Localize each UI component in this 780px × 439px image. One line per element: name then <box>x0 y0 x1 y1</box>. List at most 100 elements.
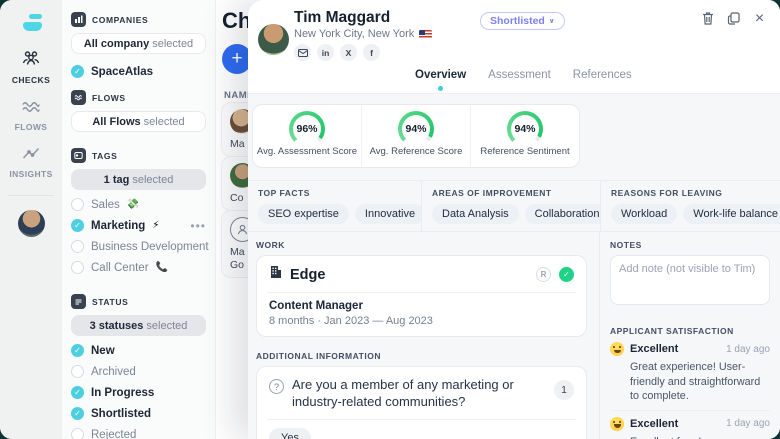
modal-body: 96% Avg. Assessment Score 94% Avg. Refer… <box>248 94 780 439</box>
additional-info-card: ? Are you a member of any marketing or i… <box>256 366 587 439</box>
candidate-avatar <box>258 24 289 55</box>
checkbox-icon <box>71 386 84 399</box>
filter-tag-marketing[interactable]: Marketing ⚡ ••• <box>71 215 206 236</box>
note-input[interactable] <box>610 255 770 305</box>
checkbox-icon <box>71 240 84 253</box>
filter-status-in-progress[interactable]: In Progress <box>71 382 206 403</box>
building-icon <box>269 265 282 284</box>
reasons-for-leaving-group: REASONS FOR LEAVING Workload Work-life b… <box>600 181 780 231</box>
linkedin-icon[interactable]: in <box>317 44 334 61</box>
modal-actions: × <box>699 10 768 27</box>
status-section-header: STATUS <box>71 294 206 309</box>
checkbox-icon <box>71 198 84 211</box>
fact-pill: Data Analysis <box>432 204 519 224</box>
satisfaction-section-title: APPLICANT SATISFACTION <box>610 326 734 336</box>
answer-pill: Yes <box>269 428 311 439</box>
checkbox-icon <box>71 344 84 357</box>
gauge-ring: 96% <box>289 111 325 147</box>
filter-tag-sales[interactable]: Sales 💸 <box>71 194 206 215</box>
flows-section-header: FLOWS <box>71 90 206 105</box>
checkbox-icon <box>71 261 84 274</box>
question-row[interactable]: ? Are you a member of any marketing or i… <box>269 376 574 410</box>
filter-tag-call-center[interactable]: Call Center 📞 <box>71 257 206 278</box>
filter-status-archived[interactable]: Archived <box>71 361 206 382</box>
add-check-button[interactable]: + <box>222 44 252 74</box>
notes-column: NOTES APPLICANT SATISFACTION Excellent 1… <box>600 232 780 439</box>
status-badge-dropdown[interactable]: Shortlisted ∨ <box>480 12 565 30</box>
tags-icon <box>71 148 86 163</box>
verified-check-icon: ✓ <box>559 267 574 282</box>
user-avatar[interactable] <box>17 210 45 237</box>
tag-options-icon[interactable]: ••• <box>190 218 206 233</box>
filter-tag-business-development[interactable]: Business Development 👋 <box>71 236 209 257</box>
delete-icon[interactable] <box>699 10 716 27</box>
tags-section-header: TAGS <box>71 148 206 163</box>
lightning-emoji-icon: ⚡ <box>152 220 160 231</box>
gauge-ring: 94% <box>398 111 434 147</box>
companies-section-header: COMPANIES <box>71 12 206 27</box>
filter-status-shortlisted[interactable]: Shortlisted <box>71 403 206 424</box>
satisfaction-entry: Excellent 1 day ago Great experience! Us… <box>610 336 770 404</box>
assessment-score-gauge: 96% Avg. Assessment Score <box>253 105 361 167</box>
nav-checks[interactable]: CHECKS <box>12 49 50 85</box>
tab-assessment[interactable]: Assessment <box>488 69 551 81</box>
reference-badge: R <box>536 267 551 282</box>
us-flag-icon <box>419 29 433 39</box>
tab-overview[interactable]: Overview <box>415 69 467 91</box>
flows-icon <box>71 90 86 105</box>
job-title: Content Manager <box>269 300 363 312</box>
job-dates: 8 months · Jan 2023 — Aug 2023 <box>269 315 433 327</box>
copy-icon[interactable] <box>725 10 742 27</box>
social-links: in X f <box>294 44 380 61</box>
fact-pill: Work-life balance <box>683 204 780 224</box>
areas-of-improvement-group: AREAS OF IMPROVEMENT Data Analysis Colla… <box>421 181 600 231</box>
candidate-name: Tim Maggard <box>294 9 391 26</box>
tab-references[interactable]: References <box>572 69 632 81</box>
candidate-location: New York City, New York <box>294 28 433 40</box>
fact-pill: Workload <box>611 204 678 224</box>
email-icon[interactable] <box>294 44 311 61</box>
checkbox-icon <box>71 219 84 232</box>
gauge-ring: 94% <box>507 111 543 147</box>
waves-icon <box>21 98 41 119</box>
facebook-icon[interactable]: f <box>363 44 380 61</box>
line-chart-icon <box>21 145 41 166</box>
filter-status-rejected[interactable]: Rejected <box>71 424 206 439</box>
nav-insights[interactable]: INSIGHTS <box>9 145 52 179</box>
rail-divider <box>8 195 54 196</box>
reference-score-gauge: 94% Avg. Reference Score <box>361 105 470 167</box>
fact-pill: Collaboration <box>524 204 600 224</box>
nav-checks-label: CHECKS <box>11 75 51 85</box>
grinning-face-icon <box>610 416 624 431</box>
company-selector[interactable]: All company selected <box>71 33 206 54</box>
work-section-title: WORK <box>256 240 285 250</box>
nav-flows[interactable]: FLOWS <box>15 98 48 132</box>
checkbox-icon <box>71 407 84 420</box>
reference-sentiment-gauge: 94% Reference Sentiment <box>470 105 579 167</box>
modal-header: Tim Maggard New York City, New York in X… <box>248 0 780 94</box>
nav-flows-label: FLOWS <box>14 122 48 132</box>
money-emoji-icon: 💸 <box>126 199 140 210</box>
close-icon[interactable]: × <box>754 9 765 27</box>
name-column-header: NAME <box>224 90 254 101</box>
question-text: Are you a member of any marketing or ind… <box>292 377 514 410</box>
profile-tabs: Overview Assessment References <box>415 69 632 91</box>
filter-status-new[interactable]: New <box>71 340 206 361</box>
status-selector[interactable]: 3 statuses selected <box>71 315 206 336</box>
additional-info-title: ADDITIONAL INFORMATION <box>256 351 381 361</box>
work-column: WORK Edge R ✓ Content Manager <box>248 232 600 439</box>
checkbox-icon <box>71 428 84 439</box>
candidate-modal: Tim Maggard New York City, New York in X… <box>248 0 780 439</box>
fact-pill: SEO expertise <box>258 204 349 224</box>
flows-selector[interactable]: All Flows selected <box>71 111 206 132</box>
x-icon[interactable]: X <box>340 44 357 61</box>
tags-selector[interactable]: 1 tag selected <box>71 169 206 190</box>
fact-pill: Innovative <box>354 204 421 224</box>
score-summary-card: 96% Avg. Assessment Score 94% Avg. Refer… <box>252 104 580 168</box>
phone-emoji-icon: 📞 <box>155 262 168 273</box>
status-icon <box>71 294 86 309</box>
filter-company-spaceatlas[interactable]: SpaceAtlas <box>71 61 206 82</box>
checkbox-icon <box>71 365 84 378</box>
